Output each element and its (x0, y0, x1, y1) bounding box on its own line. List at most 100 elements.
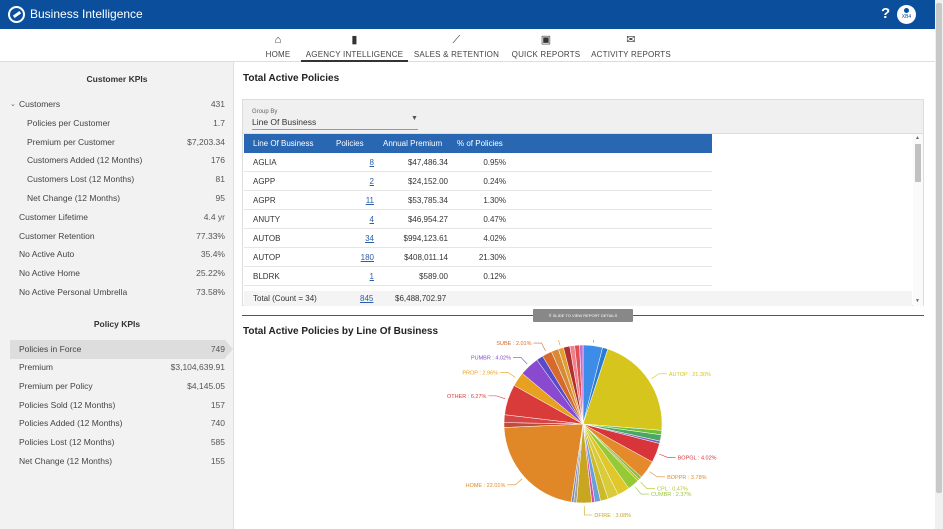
home-icon: ⌂ (274, 34, 282, 46)
pie-leader-line (533, 342, 546, 352)
pie-slice-label: PROP : 2.96% (462, 370, 498, 376)
kpi-label: Policies in Force (19, 344, 82, 354)
group-by-select[interactable]: Line Of Business (252, 117, 418, 130)
col-policies[interactable]: Policies (336, 139, 364, 148)
kpi-value: 176 (210, 155, 225, 165)
chevron-down-icon[interactable]: ▼ (411, 115, 418, 122)
cell-premium: $53,785.34 (407, 196, 448, 205)
pie-slice-label: AUTOP : 21.30% (669, 372, 711, 378)
cell-percent: 21.30% (478, 253, 506, 262)
kpi-customer-retention[interactable]: Customer Retention 77.33% (10, 227, 225, 246)
cell-lob: AUTOP (253, 253, 281, 262)
cell-policies-link[interactable]: 11 (365, 196, 374, 205)
cell-policies-link[interactable]: 34 (365, 234, 374, 243)
line-chart-icon: ⟋ (452, 34, 461, 46)
kpi-label: Customers Added (12 Months) (27, 155, 143, 165)
kpi-customer-net-change[interactable]: Net Change (12 Months) 95 (10, 189, 225, 208)
kpi-customer-lifetime[interactable]: Customer Lifetime 4.4 yr (10, 208, 225, 227)
kpi-policies-in-force[interactable]: Policies in Force 749 (10, 340, 233, 359)
col-annual-premium[interactable]: Annual Premium (383, 139, 443, 148)
cell-policies-link[interactable]: 4 (369, 215, 374, 224)
brand[interactable]: Business Intelligence (8, 6, 143, 23)
kpi-label: Net Change (12 Months) (27, 193, 121, 203)
cell-percent: 0.12% (483, 272, 506, 281)
help-icon[interactable]: ? (881, 5, 891, 22)
main-nav: ⌂ HOME ▮ AGENCY INTELLIGENCE ⟋ SALES & R… (0, 29, 935, 62)
table-row: AUTOP 180 $408,011.14 21.30% (244, 248, 712, 267)
cell-premium: $46,954.27 (407, 215, 448, 224)
pie-slice[interactable] (503, 423, 584, 503)
user-initials: XB4 (901, 14, 912, 20)
pie-slice[interactable] (582, 348, 663, 431)
pie-slice[interactable] (579, 344, 584, 425)
table-scrollbar[interactable]: ▲ ▼ (913, 134, 923, 306)
scroll-up-icon[interactable]: ▲ (915, 135, 920, 141)
cell-policies-link[interactable]: 1 (369, 272, 374, 281)
col-percent-policies[interactable]: % of Policies (457, 139, 503, 148)
kpi-premium-per-customer[interactable]: Premium per Customer $7,203.34 (10, 133, 225, 152)
kpi-no-active-personal-umbrella[interactable]: No Active Personal Umbrella 73.58% (10, 283, 225, 302)
pie-slice-label: HOME : 22.01% (466, 483, 506, 489)
kpi-policy-net-change[interactable]: Net Change (12 Months) 155 (10, 452, 225, 471)
tab-agency-intelligence[interactable]: ▮ AGENCY INTELLIGENCE (301, 29, 408, 62)
pie-slice-label: OTHER : 6.27% (447, 394, 487, 400)
kpi-value: 740 (210, 418, 225, 428)
kpi-policies-lost[interactable]: Policies Lost (12 Months) 585 (10, 433, 225, 452)
kpi-policies-added[interactable]: Policies Added (12 Months) 740 (10, 414, 225, 433)
kpi-value: $7,203.34 (187, 137, 225, 147)
kpi-customers-lost[interactable]: Customers Lost (12 Months) 81 (10, 170, 225, 189)
kpi-premium-per-policy[interactable]: Premium per Policy $4,145.05 (10, 377, 225, 396)
tab-activity-reports[interactable]: ✉ ACTIVITY REPORTS (591, 29, 671, 62)
tab-home[interactable]: ⌂ HOME (259, 29, 297, 62)
kpi-premium[interactable]: Premium $3,104,639.91 (10, 358, 225, 377)
page-scrollbar[interactable] (935, 0, 943, 529)
cell-percent: 0.47% (483, 215, 506, 224)
top-bar: Business Intelligence ? XB4 (0, 0, 943, 29)
cell-policies-link[interactable]: 2 (369, 177, 374, 186)
kpi-value: 749 (210, 344, 225, 354)
page-scrollbar-thumb[interactable] (936, 3, 942, 493)
cell-policies-link[interactable]: 8 (369, 158, 374, 167)
pie-leader-line (592, 340, 594, 343)
tab-sales-retention[interactable]: ⟋ SALES & RETENTION (413, 29, 500, 62)
total-policies-link[interactable]: 845 (360, 294, 374, 303)
cell-policies-link[interactable]: 180 (360, 253, 374, 262)
kpi-label: Customers (19, 99, 61, 109)
kpi-no-active-auto[interactable]: No Active Auto 35.4% (10, 245, 225, 264)
cell-premium: $994,123.61 (403, 234, 449, 243)
scroll-down-icon[interactable]: ▼ (915, 298, 920, 304)
kpi-no-active-home[interactable]: No Active Home 25.22% (10, 264, 225, 283)
tab-quick-reports[interactable]: ▣ QUICK REPORTS (510, 29, 582, 62)
pie-leader-line (649, 471, 666, 478)
kpi-value: 95 (215, 193, 225, 203)
kpi-customers[interactable]: ⌄ Customers 431 (10, 95, 225, 114)
kpi-label: Premium per Customer (27, 137, 115, 147)
kpi-value: 35.4% (200, 249, 225, 259)
kpi-customers-added[interactable]: Customers Added (12 Months) 176 (10, 151, 225, 170)
scrollbar-thumb[interactable] (915, 144, 921, 182)
kpi-policies-per-customer[interactable]: Policies per Customer 1.7 (10, 114, 225, 133)
col-line-of-business[interactable]: Line Of Business (253, 139, 314, 148)
kpi-label: No Active Home (19, 268, 80, 278)
table-row: BLDRK 1 $589.00 0.12% (244, 267, 712, 286)
drag-handle-icon: ⠿ (548, 313, 553, 318)
cell-percent: 1.30% (483, 196, 506, 205)
pie-slice-label: CUMBR : 2.37% (651, 492, 691, 498)
total-premium: $6,488,702.97 (395, 294, 447, 303)
slide-report-details-button[interactable]: ⠿ SLIDE TO VIEW REPORT DETAILS (533, 309, 633, 322)
page-title: Total Active Policies (243, 73, 340, 84)
bar-chart-icon: ▮ (351, 34, 358, 46)
kpi-policies-sold[interactable]: Policies Sold (12 Months) 157 (10, 396, 225, 415)
cell-percent: 4.02% (483, 234, 506, 243)
chart-title: Total Active Policies by Line Of Busines… (243, 326, 439, 337)
tab-activity-reports-label: ACTIVITY REPORTS (591, 50, 671, 59)
kpi-value: 1.7 (213, 118, 225, 128)
cell-lob: AGLIA (253, 158, 277, 167)
table-row: ANUTY 4 $46,954.27 0.47% (244, 210, 712, 229)
user-avatar[interactable]: XB4 (897, 5, 916, 24)
pie-slice-label: CPL : 0.47% (657, 487, 688, 493)
policy-kpis-title: Policy KPIs (93, 319, 141, 329)
chevron-down-icon[interactable]: ⌄ (10, 101, 16, 108)
pie-chart: AUTOB : 4.02%AUTOP : 21.30%BOPGL : 4.02%… (242, 340, 924, 529)
pie-leader-line (651, 373, 667, 379)
